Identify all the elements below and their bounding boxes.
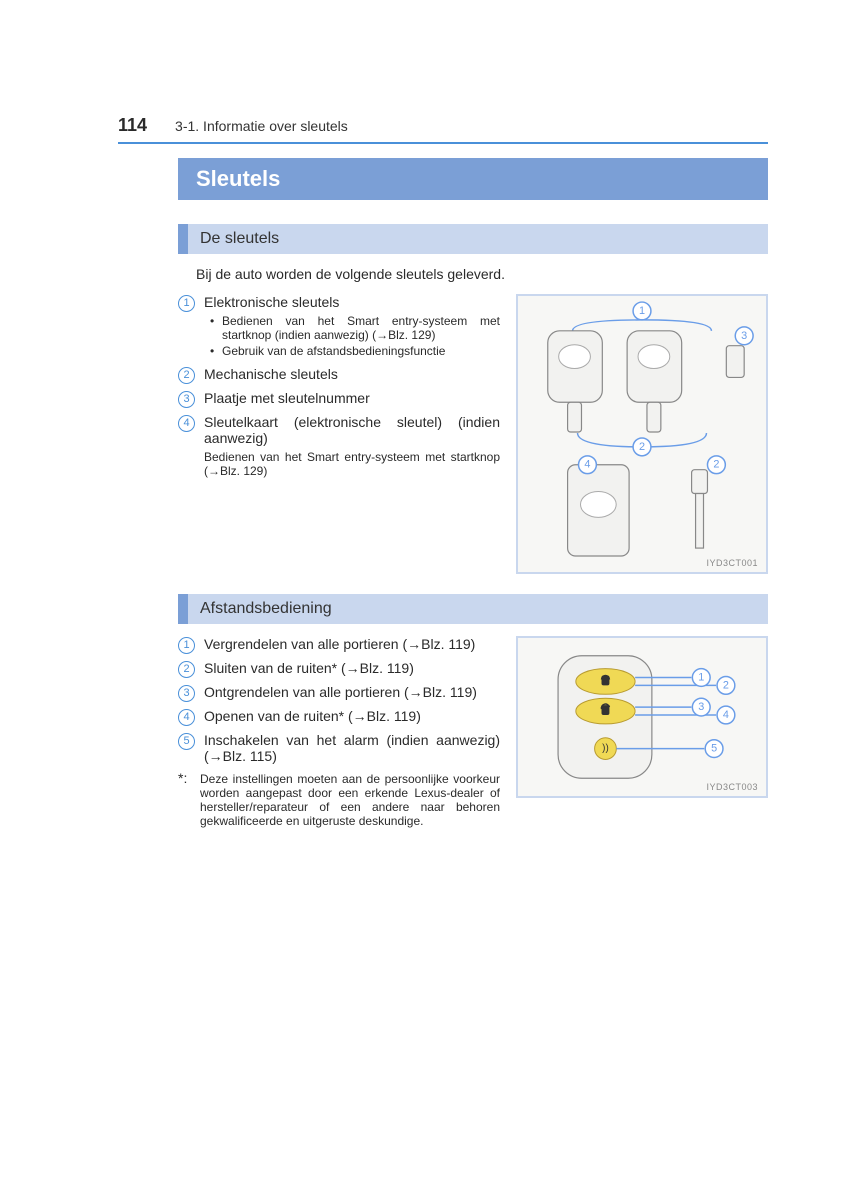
figure-id: IYD3CT003: [706, 782, 758, 792]
figure-id: IYD3CT001: [706, 558, 758, 568]
footnote: *: Deze instellingen moeten aan de perso…: [178, 772, 500, 828]
circled-number-icon: 5: [178, 733, 195, 750]
svg-text:)): )): [602, 743, 609, 754]
footnote-marker: *:: [178, 770, 187, 786]
section-path: 3-1. Informatie over sleutels: [175, 118, 348, 134]
list-label: Sluiten van de ruiten* (→Blz. 119): [204, 660, 414, 676]
remote-list: 1 Vergrendelen van alle portieren (→Blz. …: [178, 636, 500, 764]
list-item: 3 Plaatje met sleutelnummer: [178, 390, 500, 406]
svg-text:1: 1: [698, 672, 704, 684]
svg-text:3: 3: [698, 701, 704, 713]
list-label: Mechanische sleutels: [204, 366, 338, 382]
bullet-item: Bedienen van het Smart entry-systeem met…: [210, 314, 500, 342]
list-label: Ontgrendelen van alle portieren (→Blz. 1…: [204, 684, 477, 700]
intro-text: Bij de auto worden de volgende sleutels …: [196, 266, 768, 282]
list-label: Elektronische sleutels: [204, 294, 339, 310]
svg-text:4: 4: [584, 459, 590, 471]
list-label: Plaatje met sleutelnummer: [204, 390, 370, 406]
circled-number-icon: 3: [178, 391, 195, 408]
svg-text:5: 5: [711, 743, 717, 755]
keys-figure: 1: [516, 294, 768, 574]
list-item: 5 Inschakelen van het alarm (indien aanwe…: [178, 732, 500, 764]
list-note: Bedienen van het Smart entry-systeem met…: [204, 450, 500, 478]
remote-figure: )) 1 2 3 4 5 IYD3CT003: [516, 636, 768, 798]
key-list: 1 Elektronische sleutels Bedienen van he…: [178, 294, 500, 478]
subsection-heading: De sleutels: [178, 224, 768, 254]
svg-text:2: 2: [713, 459, 719, 471]
page-number: 114: [118, 115, 147, 136]
svg-text:3: 3: [741, 330, 747, 342]
list-label: Inschakelen van het alarm (indien aanwez…: [204, 732, 500, 764]
section-afstandsbediening: Afstandsbediening 1 Vergrendelen van alle…: [178, 594, 768, 828]
section-de-sleutels: De sleutels Bij de auto worden de volgen…: [178, 224, 768, 574]
list-item: 1 Vergrendelen van alle portieren (→Blz. …: [178, 636, 500, 652]
svg-text:4: 4: [723, 709, 729, 721]
list-item: 4 Sleutelkaart (elektronische sleutel) (…: [178, 414, 500, 478]
circled-number-icon: 4: [178, 415, 195, 432]
svg-text:2: 2: [723, 679, 729, 691]
list-item: 4 Openen van de ruiten* (→Blz. 119): [178, 708, 500, 724]
page-header: 114 3-1. Informatie over sleutels: [118, 115, 768, 144]
list-label: Vergrendelen van alle portieren (→Blz. 1…: [204, 636, 475, 652]
list-label: Sleutelkaart (elektronische sleutel) (in…: [204, 414, 500, 446]
subsection-heading: Afstandsbediening: [178, 594, 768, 624]
circled-number-icon: 1: [178, 637, 195, 654]
footnote-text: Deze instellingen moeten aan de persoonl…: [200, 772, 500, 828]
list-item: 2 Sluiten van de ruiten* (→Blz. 119): [178, 660, 500, 676]
circled-number-icon: 3: [178, 685, 195, 702]
bullet-item: Gebruik van de afstandsbedieningsfunctie: [210, 344, 500, 358]
list-item: 2 Mechanische sleutels: [178, 366, 500, 382]
list-item: 3 Ontgrendelen van alle portieren (→Blz. …: [178, 684, 500, 700]
circled-number-icon: 4: [178, 709, 195, 726]
page-title: Sleutels: [178, 158, 768, 200]
list-label: Openen van de ruiten* (→Blz. 119): [204, 708, 421, 724]
circled-number-icon: 1: [178, 295, 195, 312]
circled-number-icon: 2: [178, 367, 195, 384]
circled-number-icon: 2: [178, 661, 195, 678]
svg-text:1: 1: [639, 305, 645, 317]
list-item: 1 Elektronische sleutels Bedienen van he…: [178, 294, 500, 358]
svg-text:2: 2: [639, 441, 645, 453]
